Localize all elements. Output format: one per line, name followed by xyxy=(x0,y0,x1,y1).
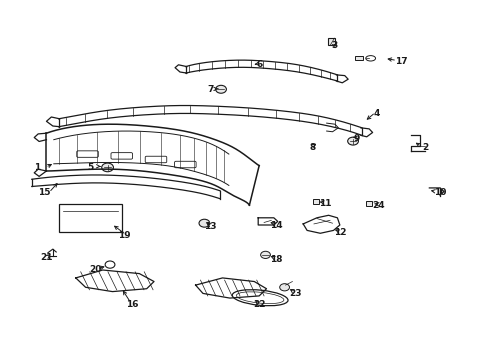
Text: 11: 11 xyxy=(318,199,331,208)
Circle shape xyxy=(260,251,270,258)
Text: 13: 13 xyxy=(203,222,216,231)
Text: 9: 9 xyxy=(353,134,360,143)
Circle shape xyxy=(102,163,113,172)
Circle shape xyxy=(215,85,226,93)
Text: 7: 7 xyxy=(206,85,213,94)
Text: 21: 21 xyxy=(40,253,53,262)
Text: 16: 16 xyxy=(125,300,138,309)
Text: 10: 10 xyxy=(433,188,446,197)
Text: 24: 24 xyxy=(372,201,385,210)
Circle shape xyxy=(199,219,209,227)
Text: 6: 6 xyxy=(256,60,262,69)
Circle shape xyxy=(279,284,289,291)
Text: 12: 12 xyxy=(333,228,346,237)
Text: 8: 8 xyxy=(309,143,315,152)
FancyBboxPatch shape xyxy=(312,199,319,204)
Circle shape xyxy=(347,137,358,145)
Text: 17: 17 xyxy=(394,57,407,66)
Text: 2: 2 xyxy=(422,143,427,152)
Text: 14: 14 xyxy=(269,220,282,230)
FancyBboxPatch shape xyxy=(354,56,362,60)
Text: 23: 23 xyxy=(289,289,302,298)
Text: 1: 1 xyxy=(34,163,40,172)
Text: 22: 22 xyxy=(252,300,265,309)
Text: 4: 4 xyxy=(372,109,379,118)
Text: 20: 20 xyxy=(89,266,102,274)
FancyBboxPatch shape xyxy=(365,201,371,206)
Text: 5: 5 xyxy=(87,163,93,172)
Text: 3: 3 xyxy=(331,40,337,49)
Text: 18: 18 xyxy=(269,255,282,264)
Text: 19: 19 xyxy=(118,231,131,240)
Text: 15: 15 xyxy=(38,188,50,197)
FancyBboxPatch shape xyxy=(327,38,335,45)
